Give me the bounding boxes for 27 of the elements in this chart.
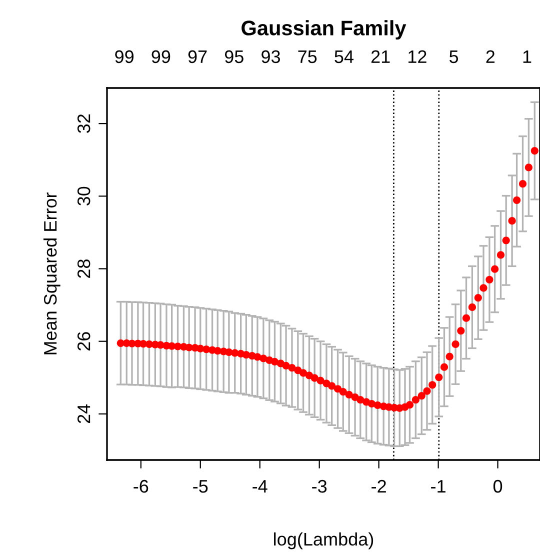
y-tick-label: 28 bbox=[77, 259, 90, 278]
x-axis-title: log(Lambda) bbox=[274, 532, 374, 550]
x-tick-label: -1 bbox=[431, 480, 446, 493]
text: 75 bbox=[298, 50, 317, 64]
text: 99 bbox=[115, 50, 134, 64]
text: 21 bbox=[371, 50, 390, 63]
x-tick-label: -5 bbox=[193, 480, 208, 493]
text: 95 bbox=[224, 50, 244, 64]
x-tick-label: 0 bbox=[493, 480, 502, 493]
text: 2 bbox=[486, 50, 495, 63]
text: 97 bbox=[188, 50, 207, 64]
y-tick-label: 26 bbox=[77, 332, 90, 350]
chart-title: Gaussian Family bbox=[242, 20, 406, 40]
y-tick-label: 30 bbox=[77, 186, 90, 206]
x-tick-label: -2 bbox=[372, 480, 386, 493]
text: 12 bbox=[408, 50, 426, 63]
text: 1 bbox=[523, 50, 532, 63]
text: 93 bbox=[262, 50, 280, 64]
text: 54 bbox=[334, 50, 354, 64]
x-tick-label: -4 bbox=[252, 480, 268, 493]
y-tick-label: 24 bbox=[77, 404, 90, 424]
x-tick-label: -6 bbox=[134, 480, 148, 493]
y-tick-label: 32 bbox=[77, 114, 90, 133]
y-axis-title: Mean Squared Error bbox=[43, 192, 60, 354]
text: 99 bbox=[152, 50, 170, 64]
text: 5 bbox=[449, 50, 458, 64]
x-tick-label: -3 bbox=[312, 480, 327, 493]
